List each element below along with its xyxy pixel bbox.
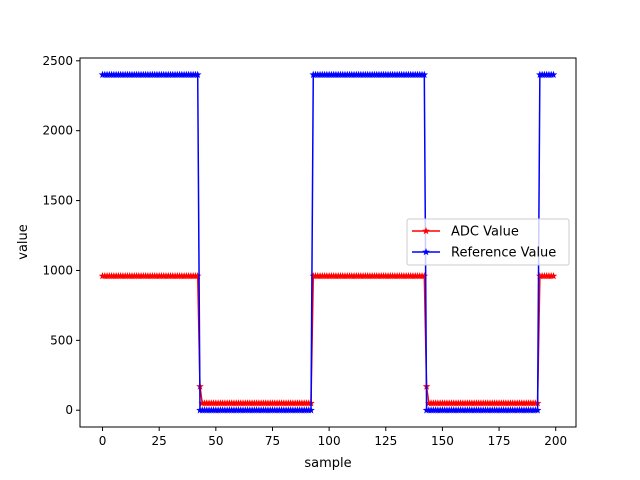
y-tick-label: 0 bbox=[65, 403, 73, 417]
data-point bbox=[533, 406, 542, 414]
x-axis-ticks: 0 25 50 75 100 125 150 175 200 bbox=[99, 427, 567, 448]
legend-marker bbox=[422, 227, 430, 235]
y-tick-label: 1000 bbox=[42, 263, 73, 277]
legend-label: Reference Value bbox=[451, 246, 556, 261]
x-tick-label: 200 bbox=[544, 434, 567, 448]
data-point bbox=[193, 70, 202, 79]
data-point bbox=[193, 272, 202, 280]
y-axis-ticks: 0 500 1000 1500 2000 2500 bbox=[42, 54, 80, 417]
x-tick-label: 125 bbox=[374, 434, 397, 448]
data-point bbox=[549, 70, 558, 79]
legend: ADC Value Reference Value bbox=[406, 218, 570, 266]
x-tick-label: 150 bbox=[431, 434, 454, 448]
legend-box bbox=[406, 218, 570, 266]
y-tick-label: 2500 bbox=[42, 54, 73, 68]
x-tick-label: 175 bbox=[488, 434, 511, 448]
data-point bbox=[420, 272, 429, 280]
data-point bbox=[549, 272, 558, 280]
x-tick-label: 0 bbox=[99, 434, 107, 448]
x-tick-label: 100 bbox=[318, 434, 341, 448]
x-tick-label: 75 bbox=[265, 434, 280, 448]
data-point bbox=[307, 406, 315, 414]
legend-marker bbox=[422, 248, 430, 256]
data-point bbox=[420, 70, 429, 79]
y-tick-label: 500 bbox=[50, 333, 73, 347]
x-tick-label: 50 bbox=[208, 434, 223, 448]
y-tick-label: 2000 bbox=[42, 124, 73, 138]
x-axis-label: sample bbox=[304, 456, 351, 471]
plot-frame bbox=[79, 57, 577, 428]
series-adc-value bbox=[98, 272, 558, 407]
y-tick-label: 1500 bbox=[42, 194, 73, 208]
legend-label: ADC Value bbox=[451, 225, 519, 240]
y-axis-label: value bbox=[16, 224, 31, 260]
legend-entry: ADC Value bbox=[412, 225, 519, 240]
series-reference-value bbox=[98, 70, 558, 414]
series-layer bbox=[98, 70, 558, 414]
legend-entry: Reference Value bbox=[412, 246, 556, 261]
x-tick-label: 25 bbox=[152, 434, 167, 448]
